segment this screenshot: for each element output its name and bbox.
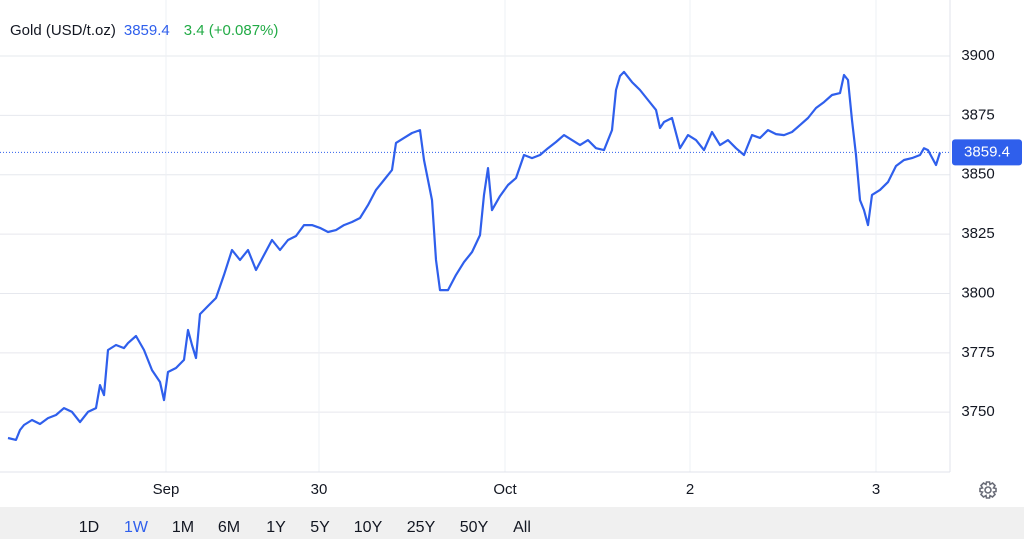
y-tick-label: 3900 — [961, 47, 994, 64]
x-tick-label: Oct — [493, 481, 517, 498]
y-tick-label: 3800 — [961, 284, 994, 301]
symbol: Gold (USD/t.oz) — [10, 22, 116, 39]
range-button[interactable]: 1Y — [266, 519, 286, 536]
settings-icon-center[interactable] — [984, 486, 992, 494]
y-tick-label: 3875 — [961, 106, 994, 123]
range-button[interactable]: 1D — [78, 519, 100, 536]
x-tick-label: 3 — [872, 481, 880, 498]
price-change: 3.4 (+0.087%) — [183, 22, 279, 39]
y-tick-label: 3850 — [961, 166, 994, 183]
last-price-badge — [952, 139, 1022, 166]
settings-icon-gear[interactable] — [979, 481, 997, 499]
range-button[interactable]: 1M — [171, 519, 195, 536]
grid — [0, 0, 950, 472]
range-button[interactable]: 5Y — [310, 519, 330, 536]
range-button[interactable]: All — [513, 519, 531, 536]
settings-icon[interactable] — [979, 481, 997, 499]
x-tick-label: 30 — [311, 481, 328, 498]
range-button[interactable]: 6M — [217, 519, 241, 536]
range-button[interactable]: 1W — [124, 519, 148, 536]
x-tick-label: Sep — [153, 481, 180, 498]
last-price: 3859.4 — [123, 22, 170, 39]
y-tick-label: 3825 — [961, 225, 994, 242]
price-line — [7, 70, 942, 441]
header: Gold (USD/t.oz) 3859.4 3.4 (+0.087%) — [10, 22, 278, 39]
range-button[interactable]: 25Y — [406, 519, 436, 536]
last-price-label: 3859.4 — [964, 143, 1010, 160]
range-button[interactable]: 50Y — [459, 519, 489, 536]
range-button[interactable]: 10Y — [353, 519, 383, 536]
range-bar: 1D 1W 1M 6M 1Y 5Y 10Y 25Y 50Y All — [0, 507, 1024, 539]
chart: 3750 3775 3800 3825 3850 3875 3900 Sep 30 Oct 2 3 38… — [0, 0, 1022, 499]
y-tick-label: 3750 — [961, 403, 994, 420]
y-tick-label: 3775 — [961, 344, 994, 361]
x-tick-label: 2 — [686, 481, 694, 498]
